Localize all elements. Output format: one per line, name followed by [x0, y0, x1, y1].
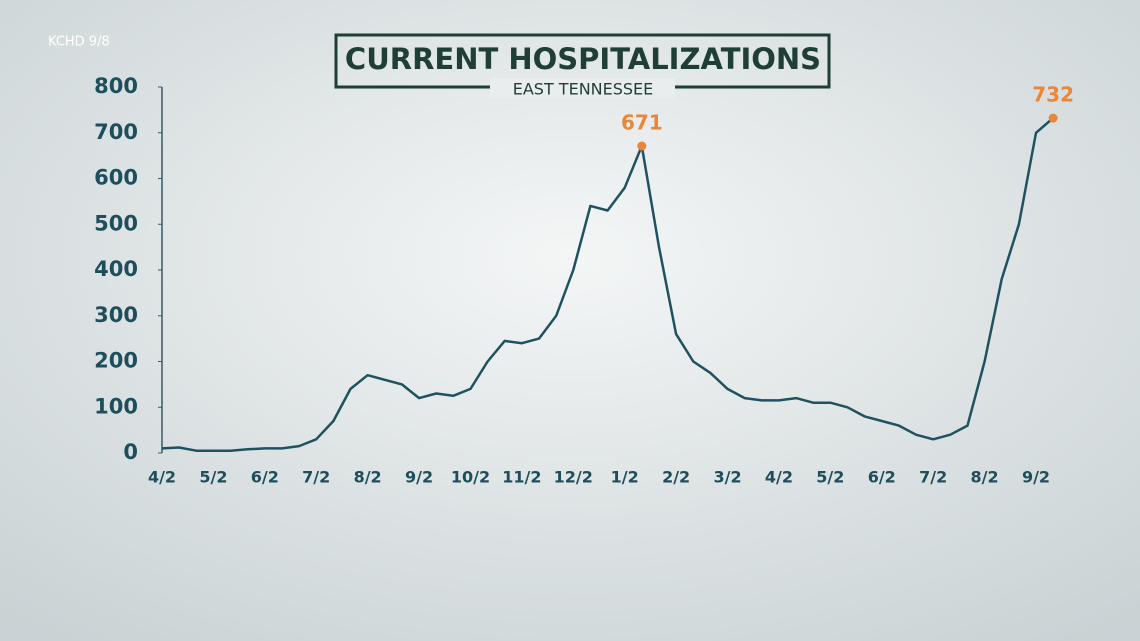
- source: KCHD 9/8: [48, 35, 110, 50]
- y-tick-label: 100: [94, 394, 138, 418]
- x-tick-label: 12/2: [554, 468, 593, 487]
- value-label: 671: [621, 111, 663, 135]
- value-label: 732: [1032, 83, 1074, 107]
- x-tick-label: 5/2: [199, 468, 227, 487]
- x-tick-label: 5/2: [816, 468, 844, 487]
- x-tick-label: 11/2: [502, 468, 541, 487]
- y-tick-label: 300: [94, 303, 138, 327]
- x-tick-label: 10/2: [451, 468, 490, 487]
- y-tick-label: 700: [94, 120, 138, 144]
- x-tick-label: 7/2: [919, 468, 947, 487]
- y-tick-label: 500: [94, 211, 138, 235]
- x-tick-label: 1/2: [611, 468, 639, 487]
- chart-title: CURRENT HOSPITALIZATIONS: [345, 42, 821, 76]
- x-tick-label: 3/2: [713, 468, 741, 487]
- x-tick-label: 6/2: [251, 468, 279, 487]
- y-tick-label: 200: [94, 349, 138, 373]
- x-tick-label: 8/2: [971, 468, 999, 487]
- highlight-dot: [1048, 113, 1058, 123]
- y-tick-label: 600: [94, 166, 138, 190]
- x-tick-label: 4/2: [765, 468, 793, 487]
- y-tick-label: 400: [94, 257, 138, 281]
- chart-subtitle: EAST TENNESSEE: [513, 80, 654, 99]
- x-tick-label: 2/2: [662, 468, 690, 487]
- highlight-dot: [637, 141, 647, 151]
- x-tick-label: 7/2: [302, 468, 330, 487]
- x-tick-label: 4/2: [148, 468, 176, 487]
- line: [161, 117, 1054, 452]
- x-tick-label: 9/2: [405, 468, 433, 487]
- x-tick-label: 9/2: [1022, 468, 1050, 487]
- x-tick-label: 8/2: [354, 468, 382, 487]
- y-tick-label: 800: [94, 74, 138, 98]
- subtitle-backdrop: [490, 78, 675, 98]
- y-tick-label: 0: [123, 440, 138, 464]
- x-tick-label: 6/2: [868, 468, 896, 487]
